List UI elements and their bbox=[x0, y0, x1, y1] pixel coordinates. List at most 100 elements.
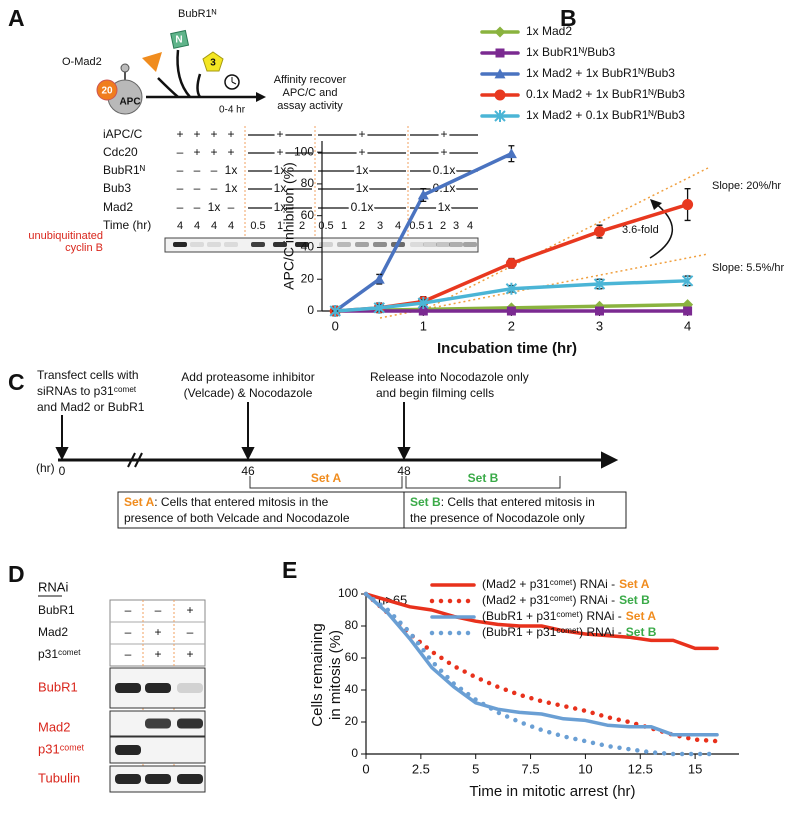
set-desc: : Cells that entered mitosis in bbox=[441, 495, 595, 509]
slope-line bbox=[419, 167, 709, 313]
panel-label: A bbox=[8, 5, 25, 31]
cell: – bbox=[177, 200, 184, 214]
legend-entry: (BubR1 + p31ᶜᵒᵐᵉᵗ) RNAi - Set A bbox=[482, 609, 656, 623]
cell: + bbox=[193, 145, 200, 159]
y-tick-label: 0 bbox=[351, 746, 358, 760]
legend-set: Set A bbox=[626, 609, 657, 623]
gel-band bbox=[449, 242, 463, 247]
cell: 1x bbox=[356, 163, 369, 177]
marker bbox=[594, 226, 605, 238]
cell: – bbox=[125, 625, 132, 639]
time-cell: 3 bbox=[377, 220, 383, 232]
time-unit: (hr) bbox=[36, 461, 55, 475]
gel-band bbox=[373, 242, 387, 247]
set-key: Set B bbox=[410, 495, 441, 509]
gel-label: cyclin B bbox=[65, 242, 103, 254]
blot-band bbox=[115, 683, 141, 693]
cell: – bbox=[155, 603, 162, 617]
rnai-label: RNAi bbox=[38, 579, 68, 594]
set-box-text: presence of both Velcade and Nocodazole bbox=[124, 511, 350, 525]
cell: + bbox=[358, 127, 365, 141]
x-tick-label: 0 bbox=[332, 318, 339, 333]
y-tick-label: 40 bbox=[301, 240, 315, 254]
cell: – bbox=[211, 181, 218, 195]
set-label: Set B bbox=[468, 471, 499, 485]
blot-band bbox=[145, 774, 171, 784]
cell: + bbox=[227, 145, 234, 159]
y-axis-label: Cells remaining bbox=[309, 623, 326, 726]
cell: 1x bbox=[274, 200, 287, 214]
bubr1-shape bbox=[170, 29, 190, 49]
marker bbox=[494, 110, 506, 122]
annotation: 3.6-fold bbox=[622, 224, 659, 236]
x-tick-label: 7.5 bbox=[522, 761, 540, 776]
schematic: 20 APC O-Mad2 BubR1ᴺ N 3 0-4 hr Affinity… bbox=[62, 8, 347, 116]
cell: 1x bbox=[274, 163, 287, 177]
cell: 1x bbox=[274, 181, 287, 195]
x-tick-label: 5 bbox=[472, 761, 479, 776]
x-tick-label: 4 bbox=[684, 318, 691, 333]
step-arrow-head bbox=[241, 447, 255, 461]
cdc20-label: 20 bbox=[101, 86, 113, 97]
action-text: Affinity recover bbox=[274, 74, 347, 86]
marker bbox=[682, 199, 694, 211]
timeline bbox=[55, 402, 619, 469]
blot-band bbox=[115, 745, 141, 755]
gel-label: unubiquitinated bbox=[28, 230, 103, 242]
row-label: Mad2 bbox=[38, 625, 68, 639]
time-cell: 4 bbox=[211, 220, 217, 232]
cell: – bbox=[211, 163, 218, 177]
gel-band bbox=[190, 242, 204, 247]
legend-entry: (Mad2 + p31ᶜᵒᵐᵉᵗ) RNAi - Set B bbox=[482, 593, 650, 607]
marker bbox=[494, 89, 506, 101]
axis-break bbox=[134, 452, 143, 468]
cell: + bbox=[193, 127, 200, 141]
time-label: 0-4 hr bbox=[219, 105, 246, 116]
set-key: Set A bbox=[124, 495, 155, 509]
action-text: assay activity bbox=[277, 100, 343, 112]
cell: 1x bbox=[225, 181, 238, 195]
marker bbox=[494, 68, 506, 79]
y-tick-label: 60 bbox=[345, 650, 359, 664]
step-arrow-head bbox=[397, 447, 411, 461]
y-tick-label: 80 bbox=[301, 176, 315, 190]
step-text: and Mad2 or BubR1 bbox=[37, 400, 145, 414]
annotation: Slope: 5.5%/hr bbox=[712, 262, 784, 274]
mad2-shape bbox=[142, 52, 162, 72]
time-cell: 0.5 bbox=[409, 220, 424, 232]
marker bbox=[417, 189, 429, 200]
marker bbox=[505, 257, 517, 269]
gel-band bbox=[410, 242, 424, 247]
step-text: and begin filming cells bbox=[376, 386, 494, 400]
row-label: iAPC/C bbox=[103, 127, 143, 141]
cell: + bbox=[358, 145, 365, 159]
x-tick-label: 2 bbox=[508, 318, 515, 333]
legend-entry: (BubR1 + p31ᶜᵒᵐᵉᵗ) RNAi - Set B bbox=[482, 625, 657, 639]
cell: – bbox=[177, 145, 184, 159]
apc-label: APC bbox=[119, 97, 140, 108]
x-tick-label: 0 bbox=[362, 761, 369, 776]
cell: – bbox=[194, 163, 201, 177]
gel-band bbox=[251, 242, 265, 247]
fold-arrow-head bbox=[650, 199, 662, 210]
row-label: Cdc20 bbox=[103, 145, 138, 159]
set-box-text: Set A: Cells that entered mitosis in the bbox=[124, 495, 329, 509]
marker bbox=[417, 297, 430, 310]
cell: – bbox=[194, 200, 201, 214]
marker bbox=[683, 306, 693, 316]
row-label: Time (hr) bbox=[103, 218, 151, 232]
row-label: Mad2 bbox=[103, 200, 133, 214]
set-desc: : Cells that entered mitosis in the bbox=[154, 495, 328, 509]
cell: + bbox=[210, 145, 217, 159]
cell: 1x bbox=[225, 163, 238, 177]
cell: – bbox=[125, 603, 132, 617]
time-cell: 4 bbox=[395, 220, 401, 232]
x-tick-label: 1 bbox=[420, 318, 427, 333]
legend-entry: 1x BubR1ᴺ/Bub3 bbox=[526, 45, 616, 59]
arrow-head bbox=[256, 92, 266, 102]
set-label: Set A bbox=[311, 471, 342, 485]
cell: – bbox=[187, 625, 194, 639]
x-tick-label: 12.5 bbox=[628, 761, 653, 776]
cell: + bbox=[154, 647, 161, 661]
panel-label: E bbox=[282, 557, 297, 583]
